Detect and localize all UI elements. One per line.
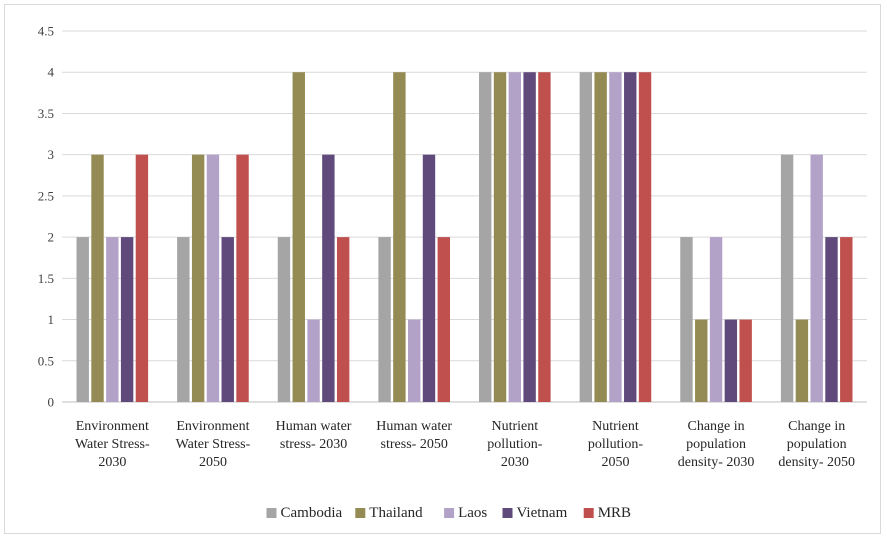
bar-cambodia xyxy=(378,237,391,402)
bar-vietnam xyxy=(322,154,335,402)
legend-label-vietnam: Vietnam xyxy=(517,505,568,521)
x-category-label-line: 2050 xyxy=(601,455,629,470)
x-category-label-line: Nutrient xyxy=(491,419,538,434)
bar-vietnam xyxy=(825,237,838,402)
bar-thailand xyxy=(594,72,607,402)
x-category-label: Nutrient pollution- 2050 xyxy=(588,419,644,470)
legend-label-cambodia: Cambodia xyxy=(281,505,343,521)
bar-laos xyxy=(106,237,119,402)
x-category-label-line: Nutrient xyxy=(592,419,639,434)
bar-mrb xyxy=(437,237,450,402)
x-category-label-line: pollution- xyxy=(588,437,644,452)
x-category-label-line: density- 2050 xyxy=(778,455,855,470)
x-category-label-line: Change in xyxy=(687,419,744,434)
x-category-label-line: stress- 2050 xyxy=(381,437,448,452)
legend-swatch-cambodia xyxy=(266,508,277,518)
bar-cambodia xyxy=(579,72,593,402)
x-category-label-line: density- 2030 xyxy=(678,455,755,470)
bar-thailand xyxy=(91,154,104,402)
legend-swatch-vietnam xyxy=(502,508,513,518)
x-category-label-line: Human water xyxy=(376,419,452,434)
legend-label-mrb: MRB xyxy=(598,505,631,521)
x-category-label: Human water stress- 2030 xyxy=(276,419,352,452)
bar-cambodia xyxy=(76,237,89,402)
x-category-label: Change in population density- 2050 xyxy=(778,419,855,470)
y-tick-label: 3 xyxy=(48,147,55,162)
bar-cambodia xyxy=(680,237,693,402)
y-tick-label: 1.5 xyxy=(38,271,54,286)
bar-laos xyxy=(508,72,522,402)
y-tick-label: 2 xyxy=(48,230,55,245)
x-category-label-line: 2050 xyxy=(199,455,227,470)
x-category-label-line: Environment xyxy=(76,419,149,434)
bar-cambodia xyxy=(780,154,794,402)
bar-mrb xyxy=(638,72,652,402)
bar-laos xyxy=(609,72,622,402)
x-category-label-line: Water Stress- xyxy=(176,437,251,452)
x-category-label: Environment Water Stress- 2030 xyxy=(75,419,150,470)
bar-thailand xyxy=(493,72,507,402)
legend-swatch-mrb xyxy=(583,508,594,518)
bar-cambodia xyxy=(177,237,190,402)
legend-swatch-laos xyxy=(444,508,455,518)
bar-laos xyxy=(407,319,421,402)
bar-mrb xyxy=(840,237,853,402)
x-category-label-line: pollution- xyxy=(487,437,543,452)
bar-laos xyxy=(206,154,220,402)
bar-vietnam xyxy=(724,319,738,402)
y-tick-label: 4 xyxy=(48,65,55,80)
x-category-label: Nutrient pollution- 2030 xyxy=(487,419,543,470)
bar-mrb xyxy=(538,72,551,402)
x-category-label-line: population xyxy=(686,437,746,452)
x-category-label-line: 2030 xyxy=(98,455,126,470)
y-tick-label: 0.5 xyxy=(38,353,54,368)
y-tick-label: 2.5 xyxy=(38,188,54,203)
legend-swatch-thailand xyxy=(355,508,366,518)
y-tick-label: 3.5 xyxy=(38,106,54,121)
x-category-label-line: Water Stress- xyxy=(75,437,150,452)
bar-thailand xyxy=(393,72,406,402)
y-tick-label: 0 xyxy=(48,395,55,410)
x-category-label-line: Human water xyxy=(276,419,352,434)
bar-vietnam xyxy=(221,237,234,402)
bar-vietnam xyxy=(523,72,536,402)
bar-thailand xyxy=(191,154,205,402)
bar-mrb xyxy=(336,237,350,402)
y-tick-label: 4.5 xyxy=(38,24,54,39)
bar-mrb xyxy=(739,319,752,402)
bar-laos xyxy=(709,237,723,402)
bar-thailand xyxy=(292,72,305,402)
x-category-label-line: Environment xyxy=(176,419,249,434)
bar-cambodia xyxy=(479,72,492,402)
bar-mrb xyxy=(236,154,249,402)
x-category-label-line: Change in xyxy=(788,419,845,434)
x-category-label-line: stress- 2030 xyxy=(280,437,347,452)
bar-vietnam xyxy=(120,237,134,402)
x-category-label: Environment Water Stress- 2050 xyxy=(176,419,251,470)
legend-label-laos: Laos xyxy=(458,505,487,521)
bar-mrb xyxy=(135,154,149,402)
bar-thailand xyxy=(795,319,809,402)
legend-label-thailand: Thailand xyxy=(369,505,423,521)
bar-cambodia xyxy=(277,237,291,402)
x-category-label: Change in population density- 2030 xyxy=(678,419,755,470)
x-category-label-line: 2030 xyxy=(501,455,529,470)
bar-vietnam xyxy=(422,154,436,402)
x-category-label-line: population xyxy=(787,437,847,452)
bar-laos xyxy=(810,154,823,402)
bar-thailand xyxy=(695,319,708,402)
y-tick-label: 1 xyxy=(48,312,55,327)
x-category-label: Human water stress- 2050 xyxy=(376,419,452,452)
bar-vietnam xyxy=(624,72,637,402)
bar-laos xyxy=(307,319,320,402)
